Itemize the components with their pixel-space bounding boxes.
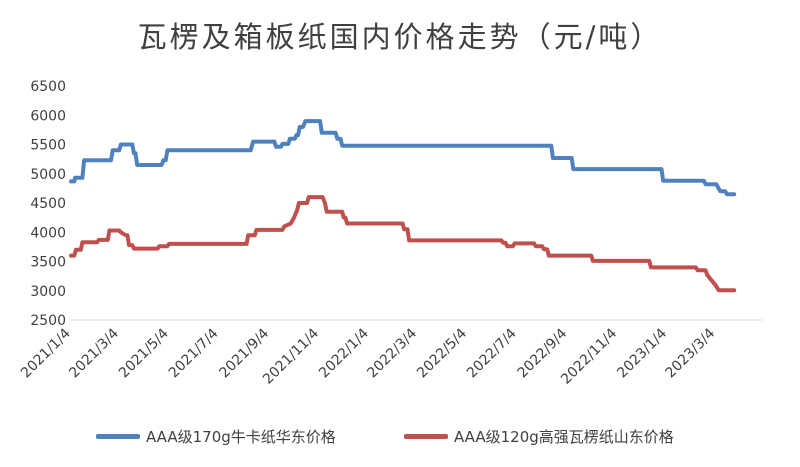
x-tick-label: 2022/1/4: [316, 325, 372, 381]
y-axis-tick-labels: 2500 3000 3500 4000 4500 5000 5500 6000 6500: [30, 79, 66, 329]
y-tick-label: 3500: [30, 255, 66, 271]
x-tick-label: 2022/5/4: [414, 325, 470, 381]
legend-label-series-1: AAA级170g牛卡纸华东价格: [146, 427, 336, 446]
chart-legend: AAA级170g牛卡纸华东价格 AAA级120g高强瓦楞纸山东价格: [0, 424, 800, 448]
y-tick-label: 2500: [30, 313, 66, 329]
x-tick-label: 2021/7/4: [166, 325, 222, 381]
x-tick-label: 2021/3/4: [66, 325, 122, 381]
legend-swatch-series-1: [96, 433, 140, 439]
y-tick-label: 4000: [30, 225, 66, 241]
x-tick-label: 2021/1/4: [18, 325, 74, 381]
x-tick-label: 2023/1/4: [614, 325, 670, 381]
y-tick-label: 3000: [30, 284, 66, 300]
y-tick-label: 5000: [30, 167, 66, 183]
legend-item-series-1: AAA级170g牛卡纸华东价格: [96, 424, 336, 448]
series-layer: [69, 119, 737, 293]
series-line-2: [69, 195, 737, 293]
y-tick-label: 5500: [30, 138, 66, 154]
y-tick-label: 6500: [30, 79, 66, 95]
x-tick-label: 2023/3/4: [662, 325, 718, 381]
y-tick-label: 6000: [30, 108, 66, 124]
series-line-1: [69, 119, 737, 197]
chart-title: 瓦楞及箱板纸国内价格走势（元/吨）: [137, 20, 663, 54]
x-axis-tick-labels: 2021/1/42021/3/42021/5/42021/7/42021/9/4…: [18, 325, 718, 387]
legend-label-series-2: AAA级120g高强瓦楞纸山东价格: [454, 427, 674, 446]
x-tick-label: 2022/3/4: [364, 325, 420, 381]
y-tick-label: 4500: [30, 196, 66, 212]
x-tick-label: 2021/5/4: [116, 325, 172, 381]
x-tick-label: 2022/7/4: [464, 325, 520, 381]
legend-item-series-2: AAA级120g高强瓦楞纸山东价格: [404, 424, 674, 448]
legend-swatch-series-2: [404, 433, 448, 439]
